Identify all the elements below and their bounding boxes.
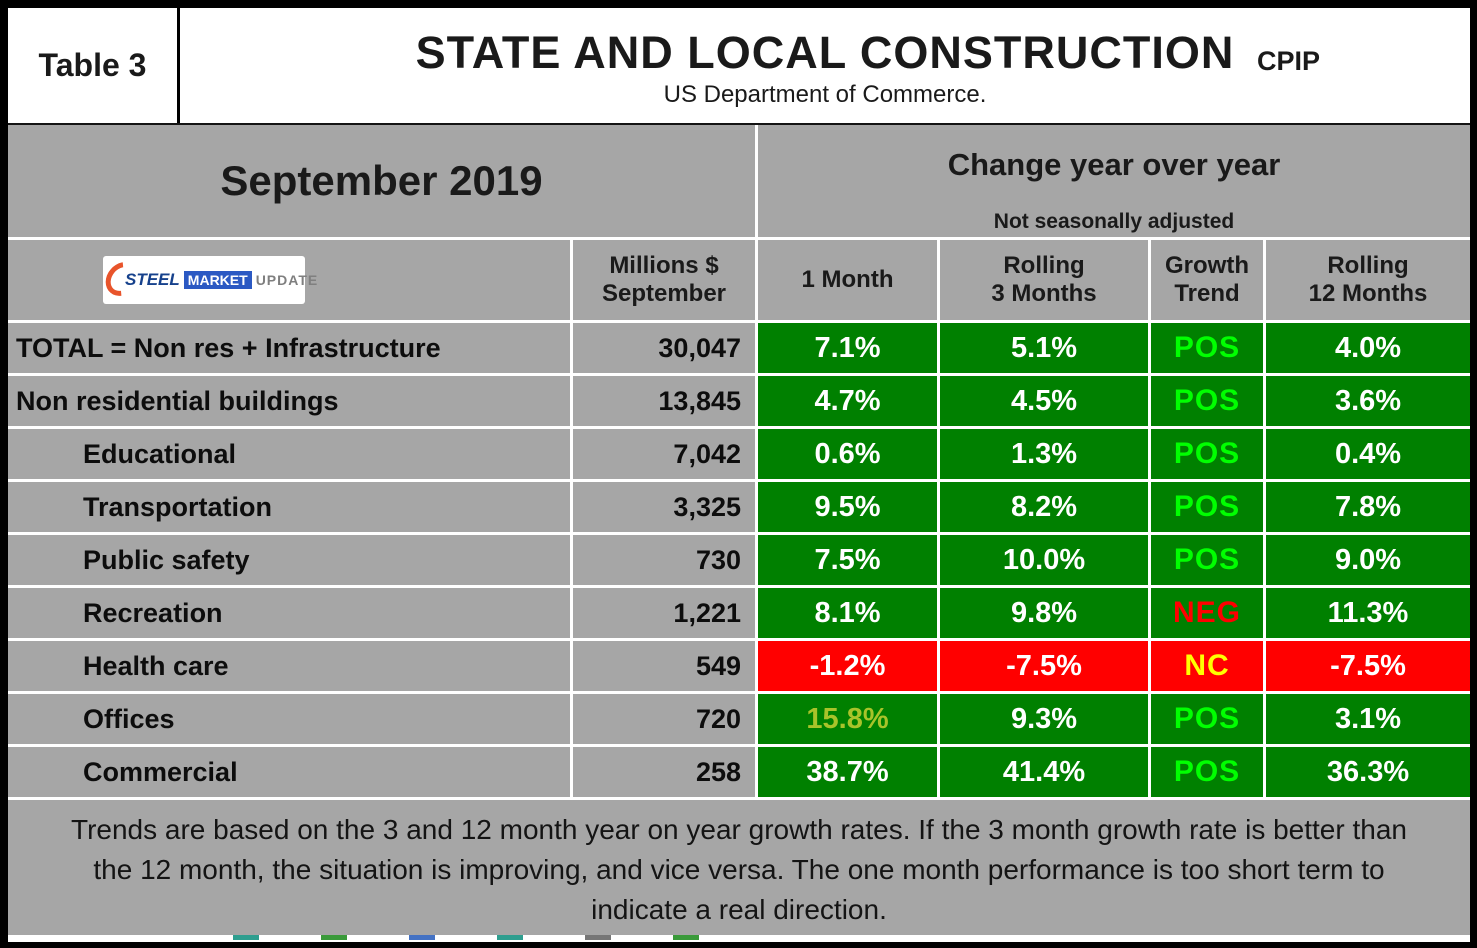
- cutoff-row-strip: [8, 935, 1470, 942]
- pct-cell-1month: 0.6%: [755, 429, 937, 479]
- cutoff-fragment: [321, 935, 347, 940]
- title-bar: Table 3 STATE AND LOCAL CONSTRUCTION CPI…: [8, 8, 1470, 125]
- table-row: Recreation 1,221 8.1% 9.8% NEG 11.3%: [8, 588, 1470, 638]
- pct-cell-12months: 0.4%: [1263, 429, 1470, 479]
- table-row: Commercial 258 38.7% 41.4% POS 36.3%: [8, 747, 1470, 797]
- table-number-label: Table 3: [8, 8, 180, 123]
- col-header-12months: Rolling 12 Months: [1263, 240, 1470, 320]
- change-title: Change year over year: [947, 147, 1281, 182]
- footer-note: Trends are based on the 3 and 12 month y…: [8, 800, 1470, 935]
- logo-update-text: UPDATE: [255, 271, 319, 288]
- pct-cell-12months: -7.5%: [1263, 641, 1470, 691]
- pct-cell-3months: 8.2%: [937, 482, 1148, 532]
- cutoff-fragment: [585, 935, 611, 940]
- row-millions-value: 13,845: [570, 376, 755, 426]
- cutoff-fragment: [673, 935, 699, 940]
- pct-cell-1month: -1.2%: [755, 641, 937, 691]
- pct-cell-12months: 11.3%: [1263, 588, 1470, 638]
- pct-cell-1month: 8.1%: [755, 588, 937, 638]
- col-header-millions: Millions $ September: [570, 240, 755, 320]
- row-label: Commercial: [8, 747, 570, 797]
- pct-cell-1month: 7.1%: [755, 323, 937, 373]
- change-note: Not seasonally adjusted: [993, 210, 1235, 233]
- pct-cell-1month: 9.5%: [755, 482, 937, 532]
- logo-cell: STEEL MARKET UPDATE: [8, 240, 570, 320]
- pct-cell-3months: 4.5%: [937, 376, 1148, 426]
- pct-cell-12months: 3.6%: [1263, 376, 1470, 426]
- trend-cell: POS: [1148, 747, 1263, 797]
- trend-cell: POS: [1148, 376, 1263, 426]
- col-header-1month: 1 Month: [755, 240, 937, 320]
- column-header-row: STEEL MARKET UPDATE Millions $ September…: [8, 240, 1470, 320]
- change-header: Change year over year Not seasonally adj…: [755, 125, 1470, 237]
- trend-cell: POS: [1148, 535, 1263, 585]
- steel-market-update-logo: STEEL MARKET UPDATE: [98, 255, 317, 304]
- row-label: TOTAL = Non res + Infrastructure: [8, 323, 570, 373]
- trend-cell: NEG: [1148, 588, 1263, 638]
- row-millions-value: 258: [570, 747, 755, 797]
- pct-cell-3months: 5.1%: [937, 323, 1148, 373]
- table-row: Health care 549 -1.2% -7.5% NC -7.5%: [8, 641, 1470, 691]
- pct-cell-3months: 41.4%: [937, 747, 1148, 797]
- row-label: Educational: [8, 429, 570, 479]
- row-millions-value: 30,047: [570, 323, 755, 373]
- col-header-growth-trend: Growth Trend: [1148, 240, 1263, 320]
- period-title: September 2019: [220, 157, 543, 204]
- trend-cell: POS: [1148, 323, 1263, 373]
- row-label: Health care: [8, 641, 570, 691]
- pct-cell-1month: 15.8%: [755, 694, 937, 744]
- table-row: Public safety 730 7.5% 10.0% POS 9.0%: [8, 535, 1470, 585]
- table-row: Transportation 3,325 9.5% 8.2% POS 7.8%: [8, 482, 1470, 532]
- col-header-3months: Rolling 3 Months: [937, 240, 1148, 320]
- pct-cell-12months: 36.3%: [1263, 747, 1470, 797]
- trend-cell: NC: [1148, 641, 1263, 691]
- pct-cell-3months: 9.8%: [937, 588, 1148, 638]
- table-row: Educational 7,042 0.6% 1.3% POS 0.4%: [8, 429, 1470, 479]
- row-label: Recreation: [8, 588, 570, 638]
- row-millions-value: 720: [570, 694, 755, 744]
- logo-steel-text: STEEL: [125, 269, 180, 289]
- cpip-tag: CPIP: [1256, 46, 1320, 76]
- table-row: Offices 720 15.8% 9.3% POS 3.1%: [8, 694, 1470, 744]
- row-millions-value: 3,325: [570, 482, 755, 532]
- cutoff-fragment: [409, 935, 435, 940]
- pct-cell-12months: 9.0%: [1263, 535, 1470, 585]
- pct-cell-3months: -7.5%: [937, 641, 1148, 691]
- pct-cell-1month: 4.7%: [755, 376, 937, 426]
- row-millions-value: 1,221: [570, 588, 755, 638]
- table-row: Non residential buildings 13,845 4.7% 4.…: [8, 376, 1470, 426]
- row-label: Non residential buildings: [8, 376, 570, 426]
- trend-cell: POS: [1148, 694, 1263, 744]
- cutoff-fragment: [233, 935, 259, 940]
- logo-swoosh-icon: [98, 255, 146, 303]
- row-millions-value: 549: [570, 641, 755, 691]
- page-title: STATE AND LOCAL CONSTRUCTION: [415, 26, 1235, 78]
- logo-market-text: MARKET: [183, 270, 252, 290]
- pct-cell-12months: 4.0%: [1263, 323, 1470, 373]
- pct-cell-3months: 10.0%: [937, 535, 1148, 585]
- pct-cell-12months: 3.1%: [1263, 694, 1470, 744]
- pct-cell-1month: 38.7%: [755, 747, 937, 797]
- pct-cell-3months: 9.3%: [937, 694, 1148, 744]
- row-label: Public safety: [8, 535, 570, 585]
- subtitle: US Department of Commerce.: [663, 80, 987, 108]
- trend-cell: POS: [1148, 482, 1263, 532]
- table-row: TOTAL = Non res + Infrastructure 30,047 …: [8, 323, 1470, 373]
- period-band: September 2019 Change year over year Not…: [8, 125, 1470, 237]
- row-millions-value: 7,042: [570, 429, 755, 479]
- row-millions-value: 730: [570, 535, 755, 585]
- row-label: Offices: [8, 694, 570, 744]
- table-body: TOTAL = Non res + Infrastructure 30,047 …: [8, 323, 1470, 797]
- cutoff-fragment: [497, 935, 523, 940]
- row-label: Transportation: [8, 482, 570, 532]
- pct-cell-12months: 7.8%: [1263, 482, 1470, 532]
- pct-cell-3months: 1.3%: [937, 429, 1148, 479]
- trend-cell: POS: [1148, 429, 1263, 479]
- pct-cell-1month: 7.5%: [755, 535, 937, 585]
- title-area: STATE AND LOCAL CONSTRUCTION CPIP US Dep…: [180, 8, 1470, 123]
